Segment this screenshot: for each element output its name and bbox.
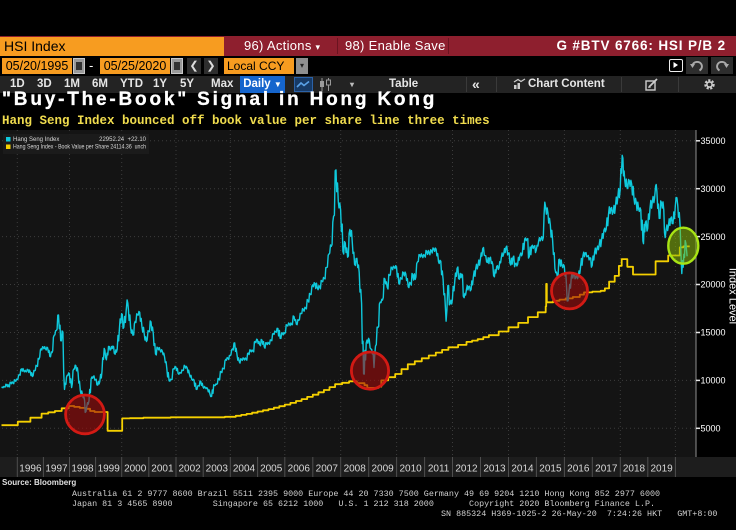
svg-text:Hang Seng Index - Book Value p: Hang Seng Index - Book Value per Share 2… [13,145,146,151]
svg-text:2001: 2001 [151,464,174,475]
svg-text:Hang Seng Index: Hang Seng Index [13,137,59,143]
svg-text:1997: 1997 [45,464,68,475]
svg-text:2004: 2004 [233,464,256,475]
svg-text:2009: 2009 [371,464,394,475]
svg-text:1996: 1996 [19,464,42,475]
svg-text:Source: Bloomberg: Source: Bloomberg [2,478,76,487]
svg-text:5000: 5000 [701,424,721,434]
svg-text:2002: 2002 [178,464,201,475]
svg-text:2015: 2015 [539,464,562,475]
svg-text:2016: 2016 [567,464,590,475]
svg-text:20000: 20000 [701,280,726,290]
svg-text:2019: 2019 [650,464,673,475]
svg-text:2000: 2000 [124,464,147,475]
svg-text:1999: 1999 [98,464,121,475]
svg-text:Index Level: Index Level [727,268,736,324]
svg-text:2017: 2017 [595,464,618,475]
svg-text:15000: 15000 [701,328,726,338]
svg-text:25000: 25000 [701,232,726,242]
svg-text:2014: 2014 [511,464,534,475]
svg-text:22952.24 +22.10: 22952.24 +22.10 [99,137,147,143]
svg-text:2007: 2007 [316,464,339,475]
svg-text:35000: 35000 [701,136,726,146]
svg-text:2003: 2003 [206,464,229,475]
svg-text:2006: 2006 [288,464,311,475]
svg-text:2012: 2012 [455,464,478,475]
svg-text:10000: 10000 [701,376,726,386]
svg-text:2008: 2008 [344,464,367,475]
svg-text:1998: 1998 [71,464,94,475]
svg-text:2013: 2013 [483,464,506,475]
svg-text:2005: 2005 [260,464,283,475]
svg-text:30000: 30000 [701,184,726,194]
svg-text:2018: 2018 [623,464,646,475]
svg-text:2010: 2010 [399,464,422,475]
svg-text:2011: 2011 [428,464,450,475]
